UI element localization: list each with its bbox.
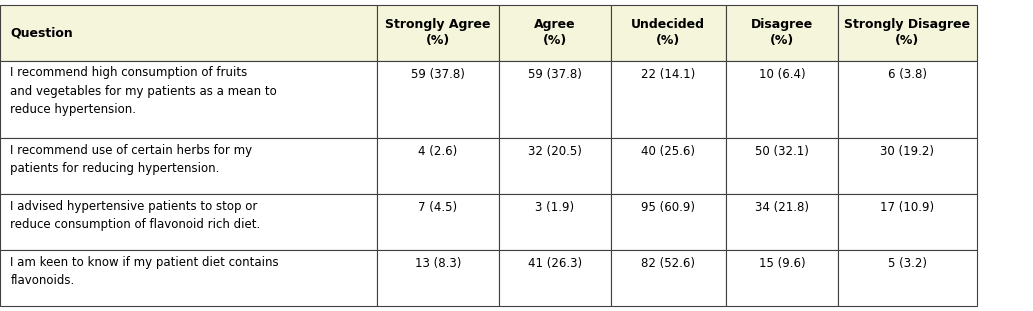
Bar [0,194,377,250]
Text: 41 (26.3): 41 (26.3) [528,257,582,270]
Bar [377,138,499,194]
Text: Agree
(%): Agree (%) [534,18,575,47]
Bar [377,61,499,138]
Bar [499,138,611,194]
Bar [611,5,726,61]
Bar [726,250,838,306]
Text: 32 (20.5): 32 (20.5) [528,145,582,158]
Text: 5 (3.2): 5 (3.2) [888,257,927,270]
Text: Undecided
(%): Undecided (%) [631,18,706,47]
Bar [838,194,977,250]
Text: 6 (3.8): 6 (3.8) [888,67,927,81]
Bar [838,250,977,306]
Bar [611,250,726,306]
Bar [0,61,377,138]
Text: I am keen to know if my patient diet contains
flavonoids.: I am keen to know if my patient diet con… [10,256,279,287]
Text: 40 (25.6): 40 (25.6) [641,145,695,158]
Text: 82 (52.6): 82 (52.6) [641,257,695,270]
Bar [726,194,838,250]
Bar [499,5,611,61]
Text: 59 (37.8): 59 (37.8) [411,67,465,81]
Text: 10 (6.4): 10 (6.4) [758,67,806,81]
Bar [611,61,726,138]
Bar [838,61,977,138]
Bar [0,250,377,306]
Bar [499,61,611,138]
Text: 34 (21.8): 34 (21.8) [755,201,809,214]
Bar [0,138,377,194]
Bar [0,5,377,61]
Text: 15 (9.6): 15 (9.6) [758,257,806,270]
Text: Strongly Disagree
(%): Strongly Disagree (%) [844,18,971,47]
Bar [611,194,726,250]
Text: Strongly Agree
(%): Strongly Agree (%) [385,18,491,47]
Text: I advised hypertensive patients to stop or
reduce consumption of flavonoid rich : I advised hypertensive patients to stop … [10,200,260,231]
Text: 22 (14.1): 22 (14.1) [641,67,695,81]
Bar [377,194,499,250]
Text: 7 (4.5): 7 (4.5) [418,201,458,214]
Bar [377,5,499,61]
Text: 4 (2.6): 4 (2.6) [418,145,458,158]
Bar [499,250,611,306]
Bar [726,61,838,138]
Bar [611,138,726,194]
Text: I recommend high consumption of fruits
and vegetables for my patients as a mean : I recommend high consumption of fruits a… [10,66,277,116]
Bar [838,5,977,61]
Text: 50 (32.1): 50 (32.1) [755,145,809,158]
Text: I recommend use of certain herbs for my
patients for reducing hypertension.: I recommend use of certain herbs for my … [10,144,252,175]
Text: 3 (1.9): 3 (1.9) [535,201,574,214]
Text: 13 (8.3): 13 (8.3) [415,257,461,270]
Bar [838,138,977,194]
Bar [726,5,838,61]
Text: 17 (10.9): 17 (10.9) [880,201,935,214]
Text: Disagree
(%): Disagree (%) [751,18,813,47]
Text: 30 (19.2): 30 (19.2) [880,145,935,158]
Bar [726,138,838,194]
Bar [499,194,611,250]
Text: 95 (60.9): 95 (60.9) [641,201,695,214]
Text: Question: Question [10,26,73,39]
Text: 59 (37.8): 59 (37.8) [528,67,582,81]
Bar [377,250,499,306]
